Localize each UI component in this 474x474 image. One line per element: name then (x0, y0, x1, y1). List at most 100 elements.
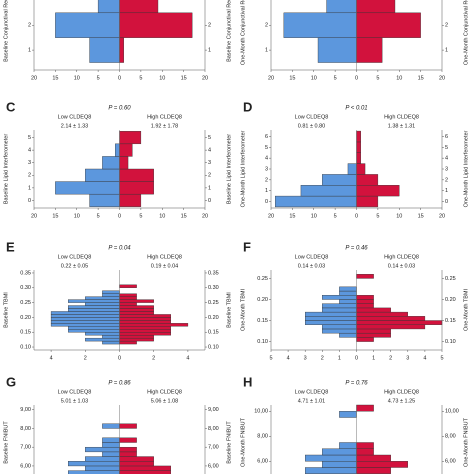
y-tick-label: 0.10 (20, 344, 31, 350)
y-tick-label: 8,00 (445, 434, 456, 440)
x-tick-label: 15 (418, 75, 424, 81)
x-tick-label: 2 (152, 355, 155, 361)
bar-right (119, 461, 154, 467)
bar-right (356, 337, 374, 342)
y-tick-label: 2 (208, 173, 211, 179)
p-value: P = 0.86 (108, 381, 131, 387)
y-tick-label: 0 (208, 198, 211, 204)
panel-letter: F (243, 239, 251, 254)
bar-left (67, 305, 120, 309)
bar-right (119, 302, 137, 306)
bar-right (119, 308, 154, 312)
bar-left (50, 320, 120, 324)
x-tick-label: 10 (74, 75, 80, 81)
x-tick-label: 20 (439, 213, 445, 219)
y-tick-label: 5 (265, 145, 268, 151)
series-stat: 0.14 ± 0.03 (298, 263, 325, 269)
y-tick-label: 7,00 (20, 445, 31, 451)
y-axis-label: Baseline Lipid Interferometer (226, 134, 232, 204)
bar-left (85, 332, 120, 336)
series-label: Low CLDEQ8 (295, 254, 329, 260)
x-tick-label: 10 (74, 213, 80, 219)
y-tick-label: 1 (28, 185, 31, 191)
y-tick-label: 0.10 (208, 344, 219, 350)
y-tick-label: 8,00 (208, 426, 219, 432)
y-tick-label: 4 (28, 148, 31, 154)
x-tick-label: 20 (268, 75, 274, 81)
y-tick-label: 0.20 (208, 315, 219, 321)
bar-right (119, 446, 137, 453)
x-tick-label: 2 (389, 355, 392, 361)
series-label: High CLDEQ8 (147, 254, 182, 260)
y-tick-label: 1 (445, 48, 448, 54)
bar-right (119, 334, 154, 339)
bar-right (119, 0, 159, 14)
bar-left (102, 293, 120, 297)
bar-right (356, 328, 391, 334)
y-tick-label: 9,00 (208, 407, 219, 413)
y-tick-label: 0.15 (445, 318, 456, 324)
y-axis-label: Baseline FNIBUT (3, 421, 9, 464)
bar-left (339, 442, 357, 449)
y-tick-label: 0.25 (445, 276, 456, 282)
y-tick-label: 0.25 (208, 300, 219, 306)
x-tick-label: 0 (355, 75, 358, 81)
series-label: High CLDEQ8 (147, 114, 182, 120)
x-tick-label: 15 (181, 213, 187, 219)
bar-left (50, 314, 120, 318)
series-stat: 5.01 ± 1.03 (61, 398, 88, 404)
x-tick-label: 4 (423, 355, 426, 361)
x-tick-label: 3 (406, 355, 409, 361)
bar-left (322, 461, 357, 468)
series-label: Low CLDEQ8 (295, 389, 329, 395)
y-tick-label: 1 (445, 188, 448, 194)
y-axis-label: One-Month Lipid Interferometer (240, 130, 246, 207)
bar-left (85, 456, 120, 462)
x-tick-label: 20 (31, 75, 37, 81)
bar-left (322, 295, 357, 300)
y-tick-label: 2 (208, 23, 211, 29)
bar-left (67, 329, 120, 333)
bar-right (119, 340, 137, 345)
y-tick-label: 2 (265, 23, 268, 29)
bar-right (356, 324, 426, 330)
series-stat: 1.92 ± 1.78 (151, 123, 178, 129)
bar-left (305, 311, 357, 317)
y-tick-label: 2 (28, 173, 31, 179)
y-tick-label: 0.20 (20, 315, 31, 321)
bar-left (102, 437, 120, 443)
x-tick-label: 5 (334, 213, 337, 219)
series-label: Low CLDEQ8 (58, 254, 92, 260)
bar-right (119, 181, 154, 195)
bar-right (119, 284, 137, 288)
y-tick-label: 0.35 (208, 270, 219, 276)
x-tick-label: 15 (181, 75, 187, 81)
series-stat: 2.14 ± 1.33 (61, 123, 88, 129)
bar-right (119, 323, 189, 327)
bar-right (119, 12, 193, 38)
y-axis-label: One-Month FNIBUT (463, 417, 469, 467)
bar-right (356, 185, 400, 197)
bar-left (283, 12, 357, 38)
bar-right (356, 295, 374, 300)
bar-right (119, 305, 154, 309)
panel-letter: E (6, 239, 15, 254)
bar-left (102, 290, 120, 294)
series-label: Low CLDEQ8 (58, 114, 92, 120)
y-tick-label: 1 (208, 48, 211, 54)
y-tick-label: 0.10 (257, 339, 268, 345)
x-tick-label: 10 (311, 75, 317, 81)
x-tick-label: 15 (52, 75, 58, 81)
bar-left (89, 193, 120, 207)
bar-left (85, 337, 120, 342)
y-tick-label: 0.25 (20, 300, 31, 306)
y-tick-label: 1 (265, 48, 268, 54)
bar-left (97, 0, 120, 14)
bar-left (102, 156, 120, 170)
x-tick-label: 0 (118, 355, 121, 361)
x-tick-label: 5 (269, 355, 272, 361)
x-tick-label: 3 (304, 355, 307, 361)
y-tick-label: 8,00 (20, 426, 31, 432)
x-tick-label: 5 (97, 213, 100, 219)
bar-right (119, 156, 129, 170)
